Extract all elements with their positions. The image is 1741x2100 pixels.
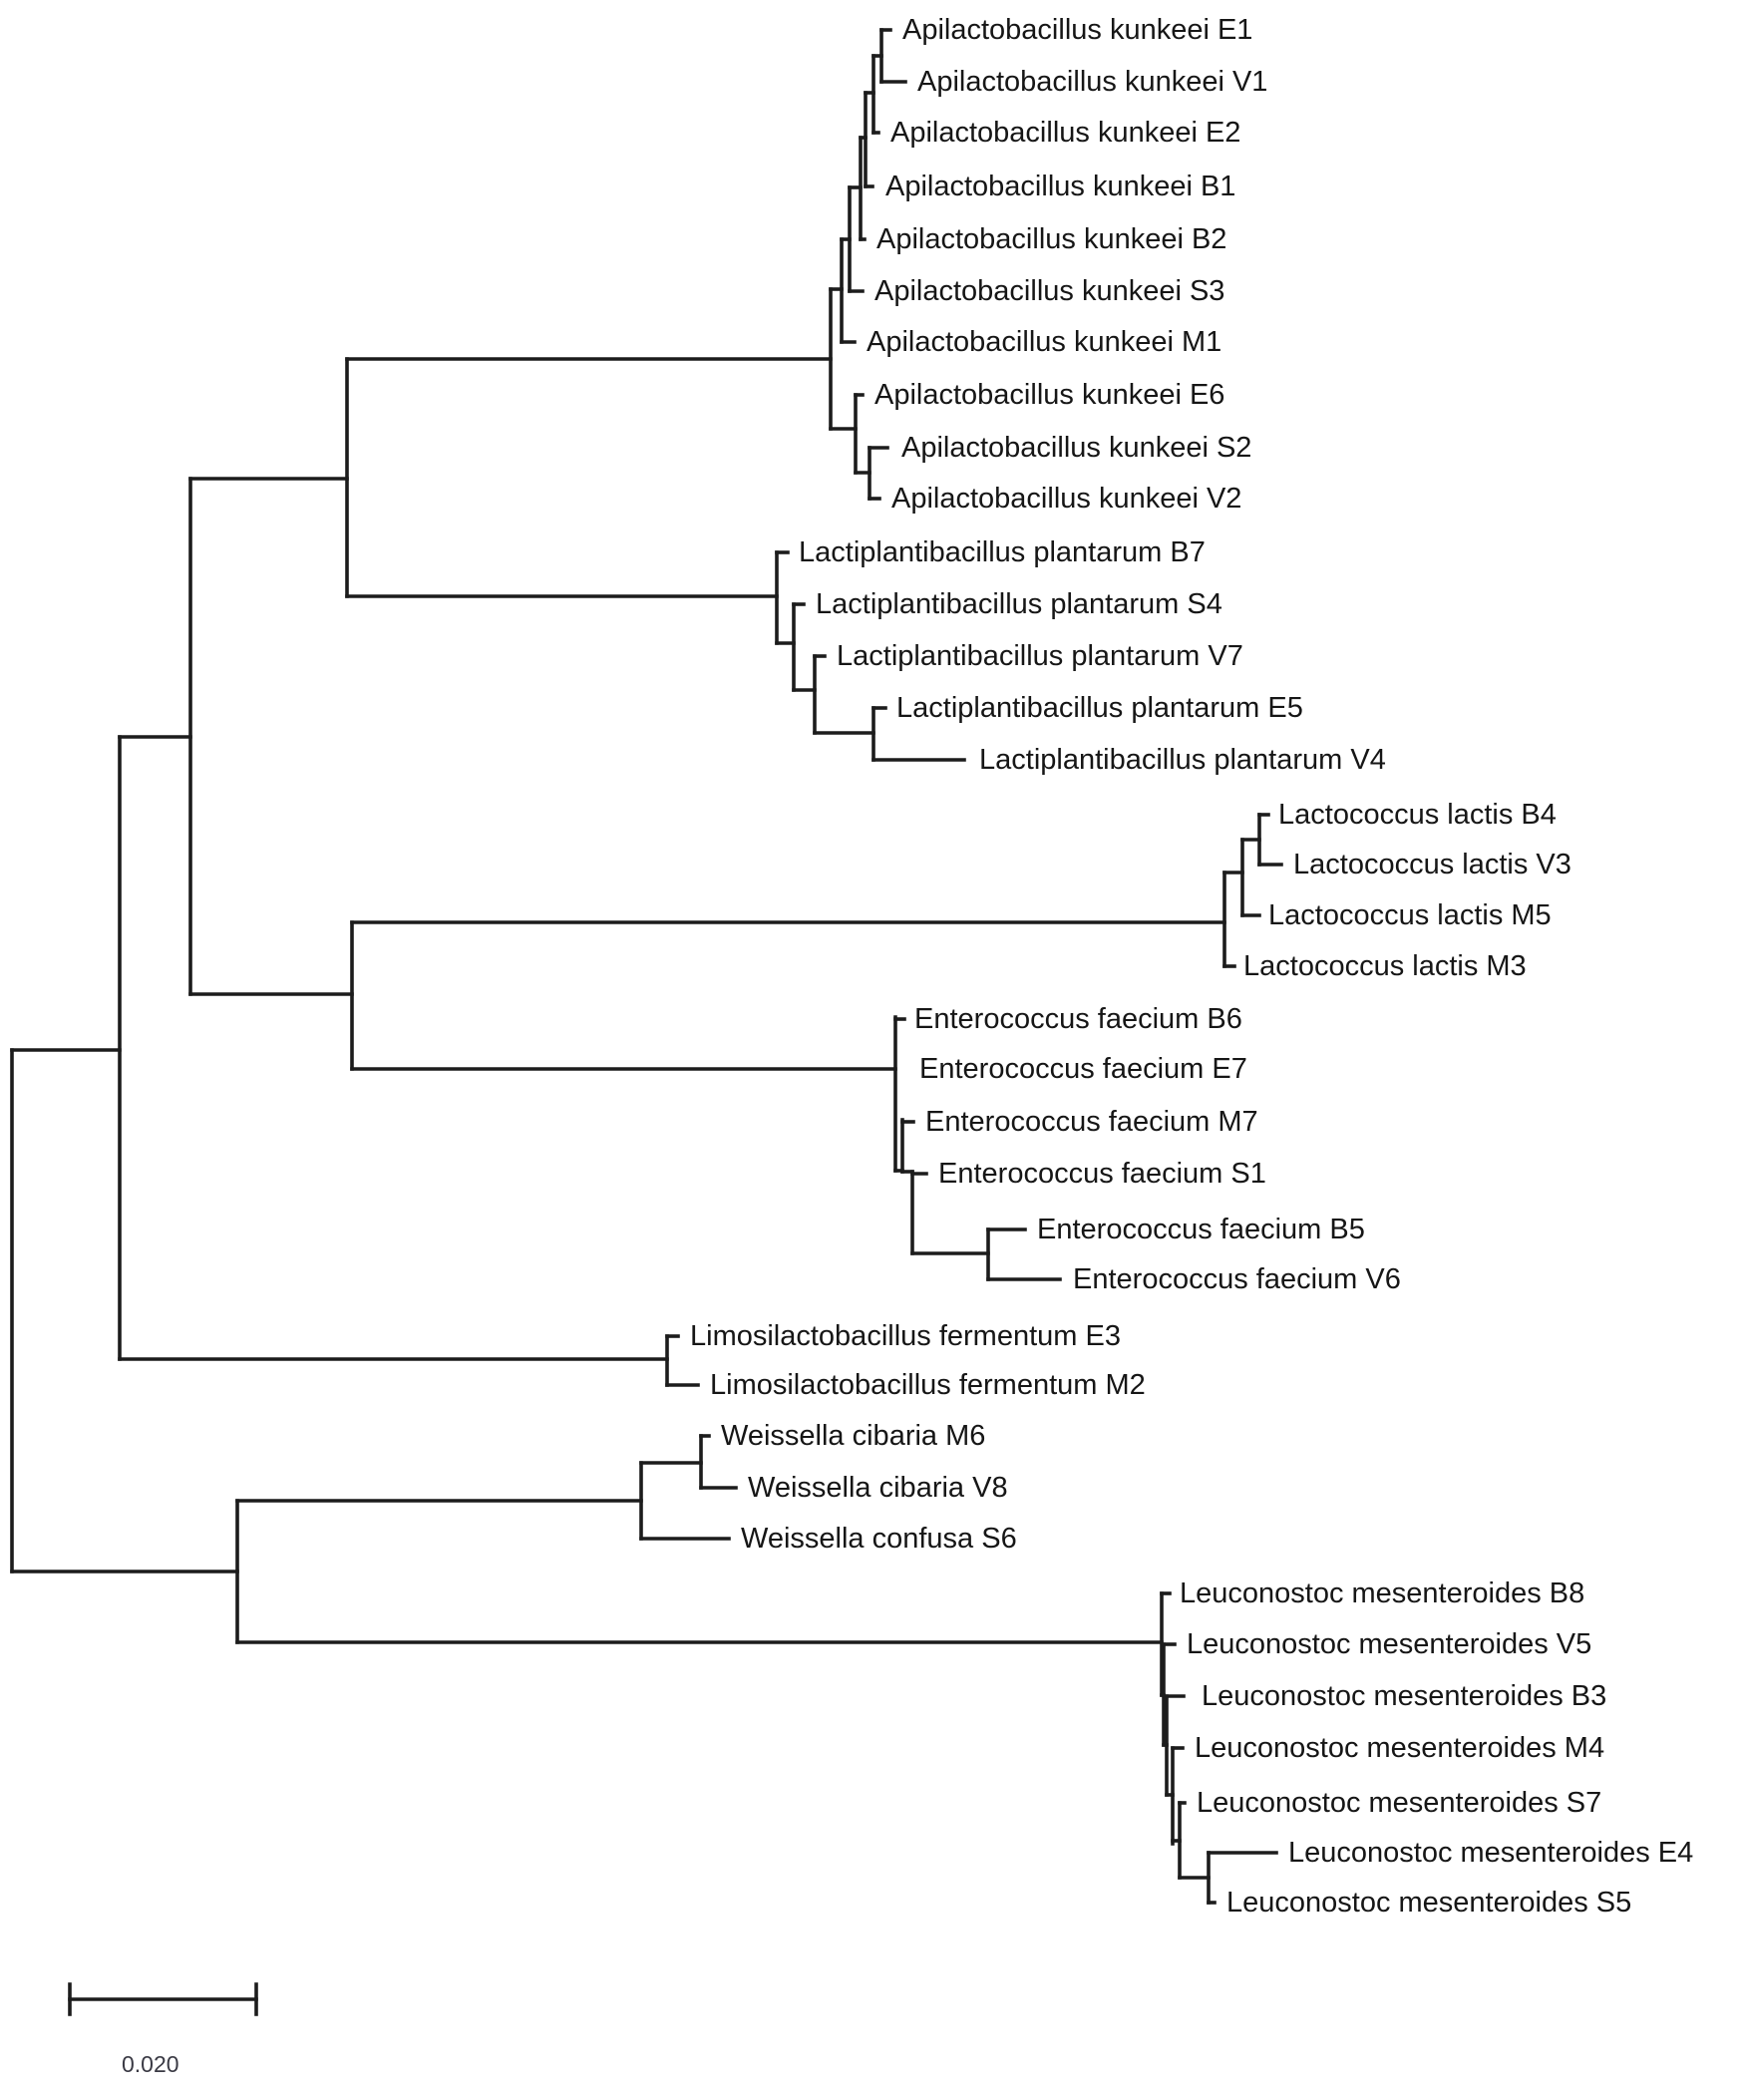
taxon-label: Apilactobacillus kunkeei S3 — [874, 275, 1224, 307]
taxon-label: Enterococcus faecium M7 — [925, 1106, 1258, 1138]
taxon-label: Weissella cibaria V8 — [748, 1472, 1008, 1504]
taxon-label: Lactiplantibacillus plantarum V7 — [837, 640, 1243, 672]
taxon-label: Enterococcus faecium E7 — [919, 1053, 1247, 1085]
taxon-label: Apilactobacillus kunkeei V1 — [917, 66, 1267, 98]
taxon-label: Lactiplantibacillus plantarum S4 — [816, 588, 1222, 620]
taxon-label: Apilactobacillus kunkeei E6 — [874, 379, 1224, 411]
taxon-label: Lactiplantibacillus plantarum E5 — [896, 692, 1303, 724]
taxon-label: Apilactobacillus kunkeei S2 — [901, 432, 1251, 464]
taxon-label: Leuconostoc mesenteroides E4 — [1288, 1837, 1693, 1869]
taxon-label: Leuconostoc mesenteroides V5 — [1187, 1628, 1591, 1660]
taxon-label: Leuconostoc mesenteroides M4 — [1195, 1732, 1604, 1764]
taxon-label: Apilactobacillus kunkeei E2 — [890, 117, 1240, 149]
taxon-label: Apilactobacillus kunkeei B2 — [876, 223, 1226, 255]
taxon-label: Lactiplantibacillus plantarum V4 — [979, 744, 1386, 776]
taxon-label: Weissella cibaria M6 — [721, 1420, 985, 1452]
taxon-label: Enterococcus faecium V6 — [1073, 1263, 1401, 1295]
taxon-label: Limosilactobacillus fermentum E3 — [690, 1320, 1121, 1352]
taxon-label: Apilactobacillus kunkeei M1 — [867, 326, 1221, 358]
taxon-label: Leuconostoc mesenteroides B8 — [1180, 1577, 1584, 1609]
taxon-label: Leuconostoc mesenteroides S5 — [1226, 1887, 1631, 1919]
scale-bar-label: 0.020 — [122, 2051, 179, 2077]
taxon-label: Enterococcus faecium B6 — [914, 1003, 1242, 1035]
taxon-label: Enterococcus faecium S1 — [938, 1158, 1266, 1190]
taxon-label: Lactococcus lactis M3 — [1243, 950, 1527, 982]
taxon-label: Apilactobacillus kunkeei B1 — [885, 171, 1235, 202]
taxon-label: Enterococcus faecium B5 — [1037, 1214, 1365, 1245]
taxon-label: Lactococcus lactis V3 — [1293, 849, 1571, 880]
taxon-label: Leuconostoc mesenteroides B3 — [1202, 1680, 1606, 1712]
taxon-label: Leuconostoc mesenteroides S7 — [1197, 1787, 1601, 1819]
taxon-label: Limosilactobacillus fermentum M2 — [710, 1369, 1146, 1401]
taxon-label: Weissella confusa S6 — [741, 1523, 1017, 1555]
taxon-label: Lactiplantibacillus plantarum B7 — [799, 536, 1206, 568]
taxon-label: Lactococcus lactis M5 — [1268, 899, 1552, 931]
taxon-label: Lactococcus lactis B4 — [1278, 799, 1557, 831]
taxon-label: Apilactobacillus kunkeei E1 — [902, 14, 1252, 46]
taxon-label: Apilactobacillus kunkeei V2 — [891, 483, 1241, 515]
